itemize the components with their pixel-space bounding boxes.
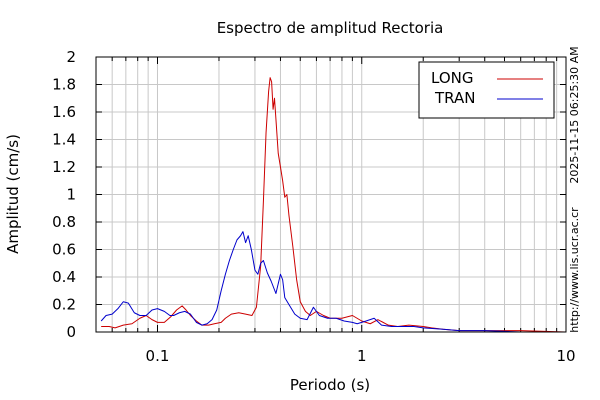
y-tick-label: 2 bbox=[66, 48, 76, 66]
website-url-text: http://www.lis.ucr.ac.cr bbox=[568, 207, 581, 333]
y-tick-label: 1 bbox=[66, 186, 76, 204]
y-tick-label: 0 bbox=[66, 323, 76, 341]
x-tick-label: 1 bbox=[357, 347, 367, 365]
legend-box bbox=[418, 61, 555, 119]
y-tick-label: 1.6 bbox=[52, 103, 76, 121]
y-tick-labels: 0 0.2 0.4 0.6 0.8 1 1.2 1.4 1.6 1.8 2 bbox=[52, 48, 76, 341]
x-axis-label: Periodo (s) bbox=[290, 376, 370, 394]
timestamp-text: 2025-11-15 06:25:30 AM bbox=[568, 46, 581, 183]
y-tick-label: 0.4 bbox=[52, 268, 76, 286]
chart-title: Espectro de amplitud Rectoria bbox=[217, 19, 444, 37]
plot-frame bbox=[95, 56, 567, 333]
y-tick-label: 1.8 bbox=[52, 76, 76, 94]
x-tick-labels: 0.1 1 10 bbox=[146, 347, 576, 365]
y-tick-label: 1.4 bbox=[52, 131, 76, 149]
y-tick-label: 1.2 bbox=[52, 158, 76, 176]
y-tick-label: 0.8 bbox=[52, 213, 76, 231]
series-line-tran bbox=[100, 231, 566, 333]
legend-label-tran: TRAN bbox=[434, 89, 475, 107]
y-tick-label: 0.6 bbox=[52, 241, 76, 259]
legend-label-long: LONG bbox=[431, 69, 473, 87]
series-line-long bbox=[101, 77, 567, 333]
series-lines bbox=[100, 77, 567, 333]
x-tick-label: 0.1 bbox=[146, 347, 170, 365]
x-tick-label: 10 bbox=[556, 347, 575, 365]
y-axis-label: Amplitud (cm/s) bbox=[4, 134, 22, 254]
legend: LONG TRAN bbox=[418, 61, 555, 119]
y-tick-label: 0.2 bbox=[52, 296, 76, 314]
